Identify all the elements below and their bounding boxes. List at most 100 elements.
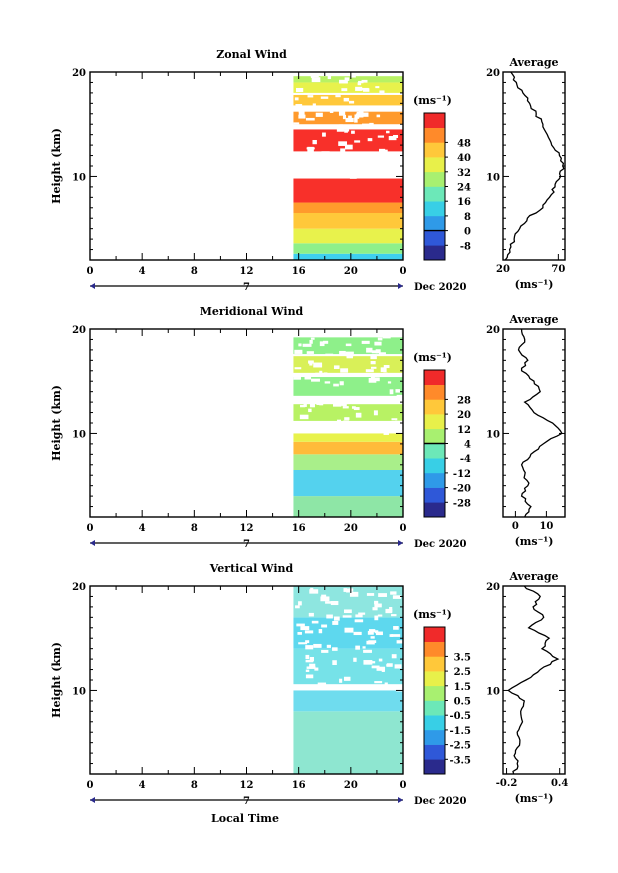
x-tick-label: 16 <box>292 780 306 791</box>
colorbar-segment <box>424 656 445 672</box>
missing-data-cell <box>385 170 391 175</box>
missing-data-cell <box>339 381 344 386</box>
missing-data-cell <box>355 113 364 118</box>
missing-data-cell <box>346 588 350 593</box>
missing-data-cell <box>325 165 332 170</box>
heatmap-band <box>293 496 403 517</box>
missing-data-cell <box>332 647 338 651</box>
missing-data-cell <box>375 86 380 89</box>
y-axis-label: Height (km) <box>50 642 63 718</box>
missing-data-cell <box>349 591 359 597</box>
x-tick-label: 0 <box>400 266 407 277</box>
colorbar-segment <box>424 443 445 459</box>
heatmap-band <box>293 228 403 244</box>
colorbar-segment <box>424 384 445 400</box>
missing-data-cell <box>308 612 314 617</box>
colorbar-segment <box>424 715 445 731</box>
missing-data-cell <box>358 110 364 116</box>
profile-frame <box>502 71 566 261</box>
colorbar-segment <box>424 230 445 246</box>
missing-data-cell <box>361 161 367 167</box>
x-tick-label: 8 <box>191 266 198 277</box>
missing-data-cell <box>309 663 316 669</box>
missing-data-cell <box>382 335 391 339</box>
colorbar-segment <box>424 113 445 128</box>
profile-y-tick-label: 10 <box>486 686 500 697</box>
heatmap-band <box>293 178 403 203</box>
missing-data-cell <box>322 132 326 137</box>
colorbar-tick-label: 2.5 <box>454 667 471 678</box>
missing-data-cell <box>298 114 306 119</box>
missing-data-cell <box>392 125 397 129</box>
x-tick-label: 0 <box>87 523 94 534</box>
colorbar-tick-label: 8 <box>464 212 471 223</box>
profile-y-tick-label: 20 <box>486 68 500 79</box>
missing-data-cell <box>301 163 305 166</box>
x-tick-label: 8 <box>191 780 198 791</box>
missing-data-cell <box>306 666 316 669</box>
heatmap-band <box>293 690 403 712</box>
colorbar-segment <box>424 700 445 716</box>
missing-data-cell <box>300 404 306 408</box>
day-arrow-right-icon <box>398 540 403 546</box>
missing-data-cell <box>344 627 354 633</box>
colorbar-tick-label: 1.5 <box>454 682 471 693</box>
missing-data-cell <box>373 377 380 382</box>
missing-data-cell <box>383 365 390 369</box>
missing-data-cell <box>391 418 398 421</box>
missing-data-cell <box>340 162 348 166</box>
missing-data-cell <box>389 389 394 395</box>
missing-data-cell <box>295 605 300 609</box>
profile-unit-label: (ms⁻¹) <box>515 535 554 548</box>
colorbar-segment <box>424 671 445 687</box>
heatmap-band <box>293 711 403 774</box>
missing-data-cell <box>370 361 376 365</box>
missing-data-cell <box>358 612 366 615</box>
colorbar-segment <box>424 502 445 518</box>
missing-data-cell <box>329 426 339 430</box>
panel-1: Meridional Wind 0 4 8 12 16 20 0 10 20 Height (km)… <box>50 305 566 550</box>
missing-data-cell <box>368 378 377 383</box>
missing-data-cell <box>335 95 341 98</box>
missing-data-cell <box>343 588 347 592</box>
profile-line <box>504 71 565 261</box>
missing-data-cell <box>342 114 347 120</box>
missing-data-cell <box>293 122 300 125</box>
missing-data-cell <box>378 658 383 662</box>
missing-data-cell <box>390 591 397 595</box>
colorbar-segment <box>424 641 445 657</box>
missing-data-cell <box>321 594 327 598</box>
missing-data-cell <box>375 425 385 430</box>
x-tick-label: 20 <box>344 523 358 534</box>
missing-data-cell <box>342 406 349 409</box>
missing-data-cell <box>353 631 362 636</box>
colorbar-tick-label: 48 <box>457 138 471 149</box>
missing-data-cell <box>369 629 376 633</box>
colorbar-segment <box>424 215 445 231</box>
missing-data-cell <box>344 333 354 336</box>
missing-data-cell <box>349 100 355 104</box>
colorbar-segment <box>424 399 445 415</box>
missing-data-cell <box>363 660 373 665</box>
profile-y-tick-label: 10 <box>486 172 500 183</box>
missing-data-cell <box>297 632 302 635</box>
missing-data-cell <box>305 117 315 121</box>
missing-data-cell <box>370 366 377 369</box>
profile-unit-label: (ms⁻¹) <box>515 278 554 291</box>
missing-data-cell <box>329 429 338 432</box>
colorbar-segment <box>424 428 445 444</box>
missing-data-cell <box>374 603 382 608</box>
missing-data-cell <box>361 79 368 83</box>
missing-data-cell <box>351 130 355 134</box>
missing-data-cell <box>377 614 383 617</box>
missing-data-cell <box>294 97 299 101</box>
profile-x-tick-label: 10 <box>539 521 553 532</box>
x-tick-label: 12 <box>240 523 254 534</box>
missing-data-cell <box>328 425 333 429</box>
profile-frame <box>502 585 566 775</box>
missing-data-cell <box>375 349 381 354</box>
missing-data-cell <box>322 108 327 111</box>
colorbar-tick-label: 3.5 <box>454 652 471 663</box>
colorbar-tick-label: 20 <box>457 410 471 421</box>
missing-data-cell <box>351 406 356 409</box>
